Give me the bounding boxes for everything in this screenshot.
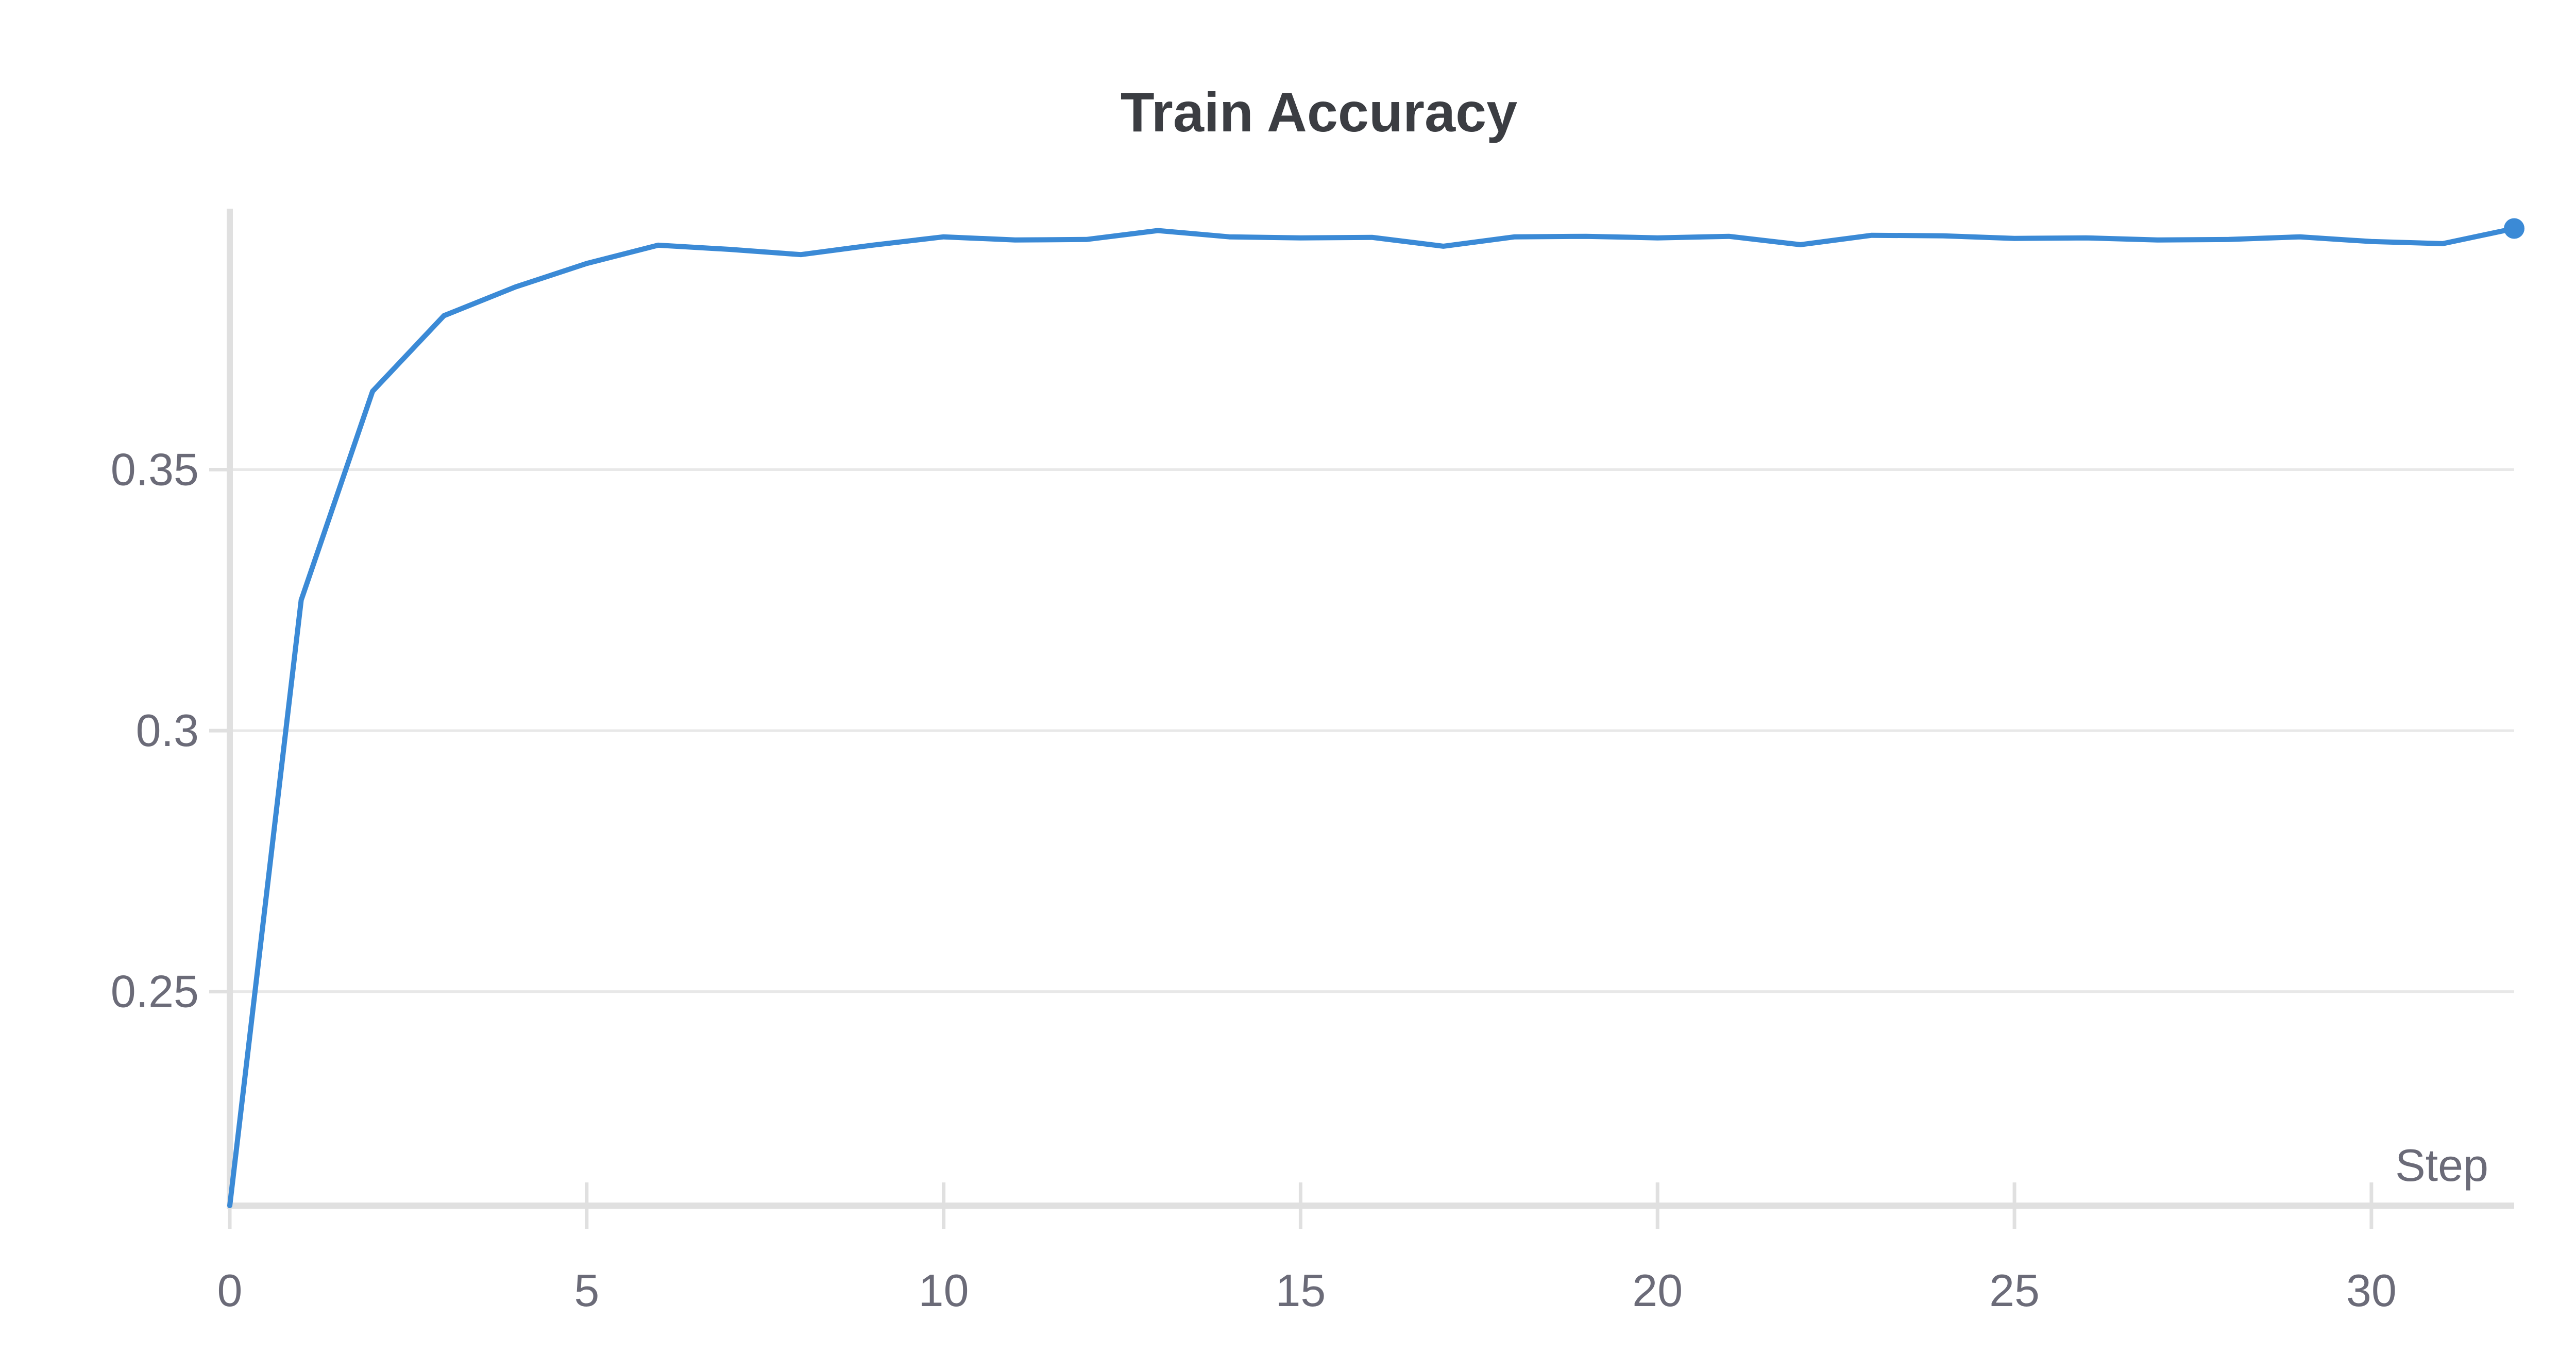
chart-title: Train Accuracy [1121,81,1517,143]
x-tick-label: 20 [1632,1265,1683,1316]
y-tick-label: 0.35 [111,444,199,495]
series-end-marker [2504,218,2524,239]
axis-layer [209,209,2514,1229]
x-tick-label: 25 [1989,1265,2040,1316]
series-layer [230,218,2524,1206]
label-layer: 0.25 0.3 0.35 0 5 10 15 20 25 30 [111,444,2397,1316]
x-tick-label: 10 [919,1265,969,1316]
y-tick-label: 0.25 [111,966,199,1017]
x-axis-title: Step [2395,1140,2488,1191]
x-tick-label: 5 [574,1265,599,1316]
x-tick-label: 0 [217,1265,243,1316]
y-tick-label: 0.3 [136,705,199,756]
grid-layer [230,470,2514,992]
x-tick-label: 30 [2346,1265,2397,1316]
series-line [230,229,2514,1206]
x-tick-label: 15 [1275,1265,1326,1316]
